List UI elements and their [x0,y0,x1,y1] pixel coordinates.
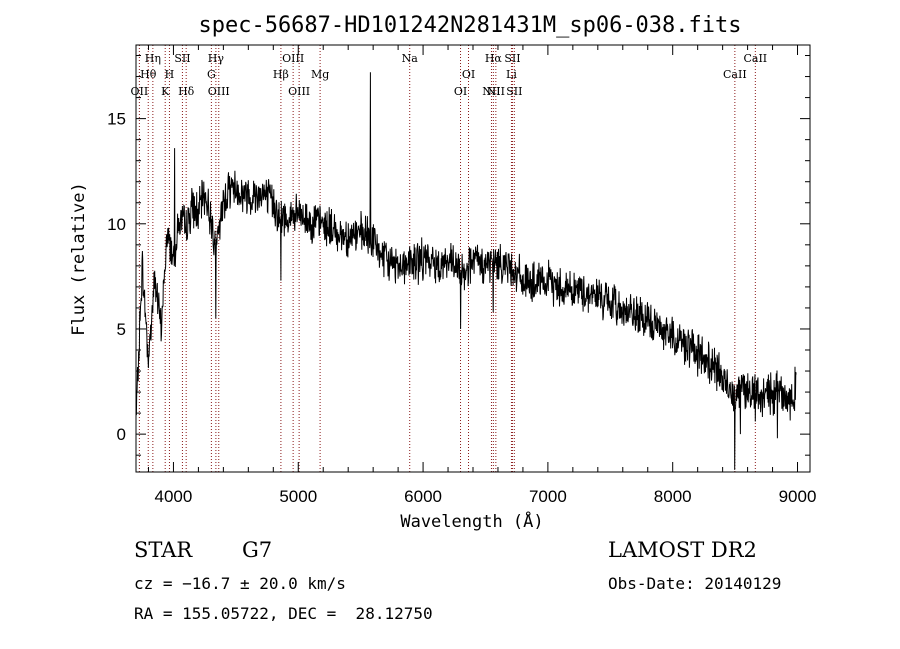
line-label: OIII [208,85,230,98]
x-tick-label: 8000 [654,487,692,506]
line-label: K [161,85,170,98]
chart-title: spec-56687-HD101242N281431M_sp06-038.fit… [198,13,741,38]
line-label: Hγ [208,52,225,65]
line-label: H [165,68,175,81]
redshift-text: cz = −16.7 ± 20.0 km/s [134,574,346,593]
line-label: Hδ [178,85,195,98]
y-tick-label: 5 [117,320,126,339]
y-axis-ticks: 0 5 10 15 [107,55,810,456]
line-label: G [207,68,216,81]
coordinates: RA = 155.05722, DEC = 28.12750 [134,604,433,623]
x-tick-label: 4000 [155,487,193,506]
x-tick-label: 5000 [279,487,317,506]
object-class: STAR [134,538,193,562]
line-label: NII [482,85,500,98]
line-label: OII [131,85,149,98]
line-label: OIII [288,85,310,98]
line-label: Hθ [140,68,157,81]
spectrum-series [135,72,797,470]
line-label: Li [506,68,517,81]
line-label: Hα [485,52,503,65]
spectral-subclass: G7 [242,538,273,562]
line-label: OI [462,68,475,81]
line-label: OIII [282,52,304,65]
x-tick-label: 7000 [529,487,567,506]
line-label: SII [504,52,520,65]
obs-date: Obs-Date: 20140129 [608,574,782,593]
y-axis-label: Flux (relative) [69,182,89,336]
line-label: Mg [311,68,329,81]
line-label: CaII [743,52,767,65]
line-label: SII [174,52,190,65]
x-axis-label: Wavelength (Å) [400,510,543,532]
line-label: CaII [723,68,747,81]
survey-name: LAMOST DR2 [608,538,757,562]
line-label: Hβ [273,68,289,81]
line-label: NII [487,85,505,98]
line-label: OI [454,85,467,98]
line-label: Na [402,52,419,65]
x-tick-label: 6000 [404,487,442,506]
x-tick-label: 9000 [779,487,817,506]
y-tick-label: 15 [107,110,126,129]
line-label: Hη [145,52,161,65]
spectral-line-labels: OIIHθHηKHSIIHδGHγOIIIHβOIIIOIIIMgNaOIOIN… [131,52,768,98]
x-axis-ticks: 4000 5000 6000 7000 8000 9000 [147,45,817,506]
y-tick-label: 0 [117,425,126,444]
y-tick-label: 10 [107,215,126,234]
line-label: SII [506,85,522,98]
